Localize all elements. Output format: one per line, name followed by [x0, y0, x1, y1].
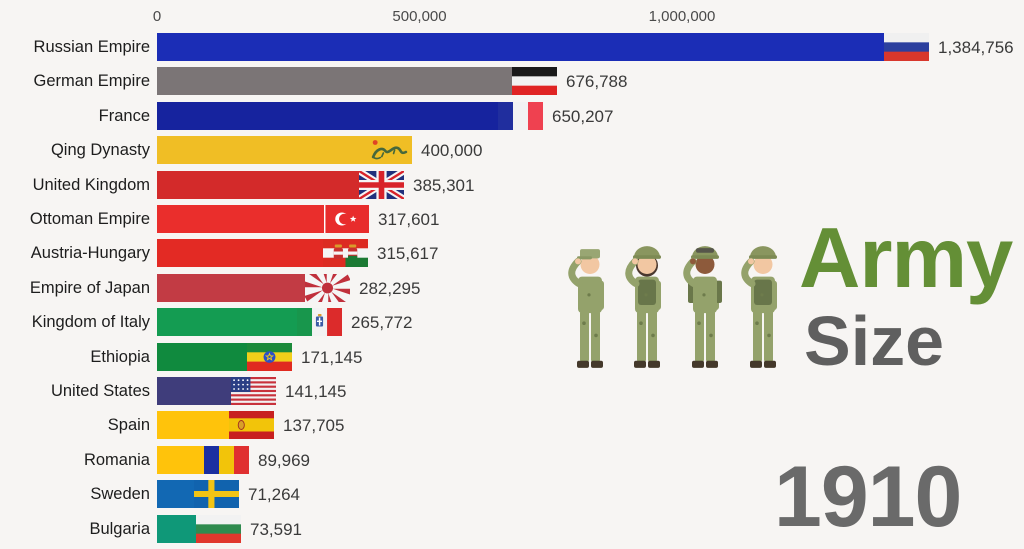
country-label: Qing Dynasty	[50, 141, 150, 159]
country-label: German Empire	[33, 72, 150, 90]
country-label: United States	[50, 382, 150, 400]
value-label: 265,772	[351, 313, 413, 332]
country-label: Spain	[107, 416, 150, 434]
ottoman-empire-flag-icon	[324, 205, 369, 233]
bar	[157, 171, 359, 199]
country-label: United Kingdom	[32, 176, 150, 194]
bar-row: Sweden 71,264	[0, 480, 1024, 508]
country-label: Austria-Hungary	[30, 244, 150, 262]
bar-row: Kingdom of Italy 265,772	[0, 308, 1024, 336]
value-label: 400,000	[421, 141, 483, 160]
bar	[157, 515, 196, 543]
bar	[157, 33, 884, 61]
soldiers-illustration	[560, 236, 792, 378]
value-label: 650,207	[552, 107, 614, 126]
bar	[157, 205, 324, 233]
value-label: 171,145	[301, 348, 363, 367]
bar	[157, 480, 194, 508]
bar-row: Ethiopia 171,145	[0, 343, 1024, 371]
title-army: Army	[799, 211, 1013, 306]
country-label: Sweden	[90, 485, 150, 503]
bar	[157, 308, 297, 336]
country-label: Empire of Japan	[29, 279, 150, 297]
bar-row: Romania 89,969	[0, 446, 1024, 474]
country-label: Russian Empire	[33, 38, 150, 56]
empire-of-japan-flag-icon	[305, 274, 350, 302]
country-label: Romania	[83, 451, 150, 469]
bar-row: German Empire 676,788	[0, 67, 1024, 95]
romania-flag-icon	[204, 446, 249, 474]
bar-row: Russian Empire 1,384,756	[0, 33, 1024, 61]
country-label: Ottoman Empire	[29, 210, 150, 228]
bar	[157, 67, 512, 95]
bar	[157, 274, 305, 302]
country-label: Ethiopia	[90, 348, 150, 366]
value-label: 141,145	[285, 382, 347, 401]
bar	[157, 343, 247, 371]
bar-row: Qing Dynasty 400,000	[0, 136, 1024, 164]
bar	[157, 377, 231, 405]
german-empire-flag-icon	[512, 67, 557, 95]
bar-row: Ottoman Empire 317,601	[0, 205, 1024, 233]
bar-row: Austria-Hungary 315,617	[0, 239, 1024, 267]
russian-empire-flag-icon	[884, 33, 929, 61]
spain-flag-icon	[229, 411, 274, 439]
qing-dynasty-flag-icon	[367, 136, 412, 164]
bar-row: Bulgaria 73,591	[0, 515, 1024, 543]
france-flag-icon	[498, 102, 543, 130]
bar-row: Spain 137,705	[0, 411, 1024, 439]
value-label: 317,601	[378, 210, 440, 229]
value-label: 89,969	[258, 451, 310, 470]
austria-hungary-flag-icon	[323, 239, 368, 267]
bulgaria-flag-icon	[196, 515, 241, 543]
united-states-flag-icon	[231, 377, 276, 405]
bar	[157, 239, 323, 267]
bar	[157, 102, 498, 130]
year-label: 1910	[774, 449, 962, 545]
bar	[157, 446, 204, 474]
value-label: 676,788	[566, 72, 628, 91]
axis-tick-0: 0	[152, 8, 162, 25]
united-kingdom-flag-icon	[359, 171, 404, 199]
bar	[157, 136, 367, 164]
title-size: Size	[804, 301, 945, 380]
value-label: 1,384,756	[938, 38, 1014, 57]
axis-tick-1000000: 1,000,000	[648, 8, 716, 25]
value-label: 73,591	[250, 520, 302, 539]
bar	[157, 411, 229, 439]
bar-row: United States 141,145	[0, 377, 1024, 405]
country-label: France	[98, 107, 150, 125]
axis-tick-500000: 500,000	[392, 8, 447, 25]
bar-row: United Kingdom 385,301	[0, 171, 1024, 199]
value-label: 137,705	[283, 416, 345, 435]
country-label: Kingdom of Italy	[31, 313, 150, 331]
bar-row: Empire of Japan 282,295	[0, 274, 1024, 302]
chart-title: Army Size	[799, 211, 1013, 380]
ethiopia-flag-icon	[247, 343, 292, 371]
value-label: 385,301	[413, 176, 475, 195]
value-label: 71,264	[248, 485, 300, 504]
value-label: 315,617	[377, 244, 439, 263]
sweden-flag-icon	[194, 480, 239, 508]
kingdom-of-italy-flag-icon	[297, 308, 342, 336]
country-label: Bulgaria	[89, 520, 150, 538]
value-label: 282,295	[359, 279, 421, 298]
bar-row: France 650,207	[0, 102, 1024, 130]
